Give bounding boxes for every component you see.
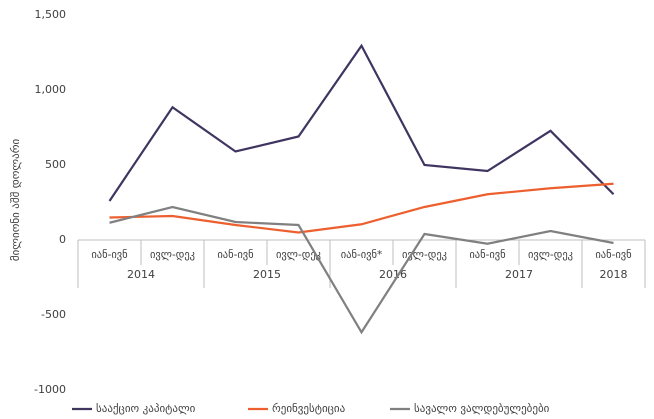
x-tick-label: იან-ივნ [217,249,253,261]
y-tick-label: -500 [41,308,66,321]
series-line [109,182,614,234]
x-group-label: 2015 [253,268,281,281]
y-tick-label: -1000 [34,383,66,396]
x-tick-label: იან-ივნ [595,249,631,261]
series-line [108,43,615,202]
x-group-label: 2016 [379,268,407,281]
x-tick-label: ივლ-დეკ [528,249,573,261]
x-group-label: 2017 [505,268,533,281]
y-tick-label: 0 [59,233,66,246]
y-tick-label: 500 [45,158,66,171]
y-tick-label: 1,500 [35,8,67,21]
y-tick-label: 1,000 [35,83,67,96]
x-tick-label: ივლ-დეკ [276,249,321,261]
x-tick-label: იან-ივნ [469,249,505,261]
x-tick-label: ივლ-დეკ [150,249,195,261]
y-axis-label: მილიონი აშშ დოლარი [9,139,22,262]
legend-label: სავალო ვალდებულებები [414,402,550,415]
series-line [109,205,614,335]
x-tick-label: იან-ივნ* [341,249,383,261]
legend-label: რეინვესტიცია [272,402,346,415]
x-group-label: 2014 [127,268,155,281]
legend-label: სააქციო კაპიტალი [96,402,196,415]
x-tick-label: იან-ივნ [91,249,127,261]
x-group-label: 2018 [600,268,628,281]
legend: სააქციო კაპიტალი რეინვესტიცია სავალო ვალდე… [72,402,550,415]
